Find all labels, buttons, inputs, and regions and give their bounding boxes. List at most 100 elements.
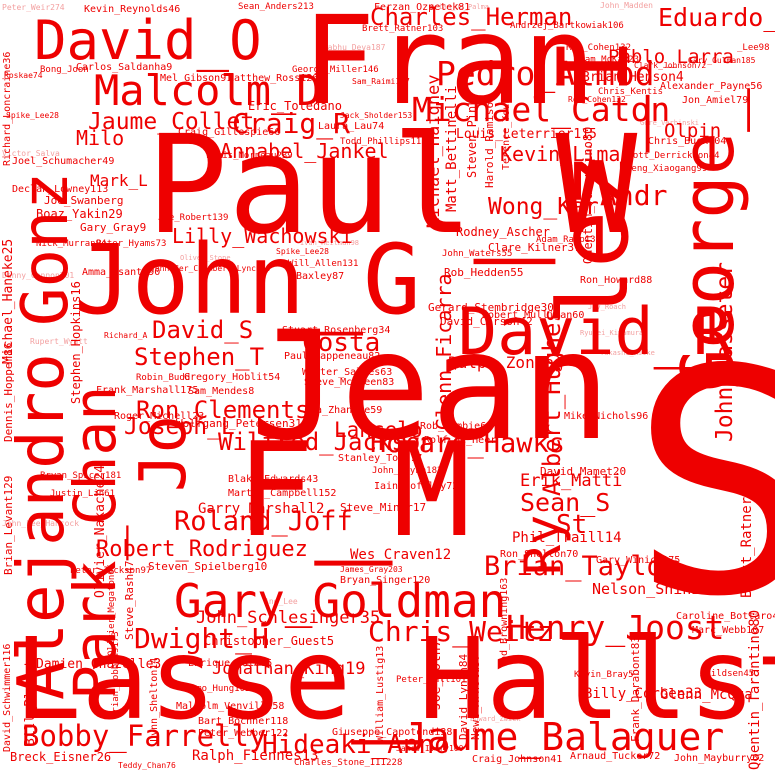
word: Chris_Kentis <box>598 87 664 97</box>
word: Brett_Ratner103 <box>362 24 444 34</box>
word: F_M <box>236 414 471 566</box>
word: Paul_W <box>146 107 638 265</box>
word: Ron_Howard88 <box>580 275 653 286</box>
word: John_Madden <box>600 1 653 10</box>
word: Jo <box>127 414 201 492</box>
word: Robin_Budd <box>136 373 191 383</box>
word: Damien_Chazelle3 <box>36 657 162 672</box>
word: David_Mamet20 <box>540 465 627 478</box>
word: Ang_Lee <box>264 597 298 606</box>
word: Joe_Robert139 <box>158 213 229 223</box>
word: Rupert_Wyatt <box>30 337 88 346</box>
word: Scott_Derrickson44 <box>622 151 720 161</box>
word: Roland_Joff <box>174 506 353 537</box>
word: Charles_Stone_III228 <box>294 758 403 768</box>
word: Todd_Phillips115 <box>340 137 427 147</box>
word: Victor_Salva <box>2 149 60 158</box>
word: Will_Allen131 <box>288 259 359 269</box>
word: Brian_Henson4 <box>582 70 684 85</box>
word: Annabel_Jankel <box>220 139 389 163</box>
word: Ron_Clements <box>136 396 310 424</box>
word: Tom_Gustafson50 <box>676 571 767 582</box>
word: Iain_Softley72 <box>374 481 459 492</box>
word: Declan_Lowney113 <box>12 184 109 195</box>
word: David_S <box>152 316 254 344</box>
word: Malcolm_D <box>94 66 322 115</box>
word: Jaume_Collet <box>88 109 255 135</box>
word: Louis_Morneau239 <box>206 151 293 161</box>
word: Fran <box>302 0 596 132</box>
word: Pedro_Almod <box>436 54 655 93</box>
word: Marc_Webb107 <box>692 625 765 636</box>
word: Laura_Lau74 <box>318 121 385 132</box>
word: Peter_Webber122 <box>198 728 289 739</box>
word: Rodney_Ascher <box>456 225 550 239</box>
word: Jack_Sholder153 <box>340 111 413 120</box>
word: Danny_Cannon201 <box>2 271 75 280</box>
word: Eric_Toledano <box>248 99 342 113</box>
word: Wong_Kar <box>488 194 599 220</box>
word: Eduardo_S <box>658 3 775 32</box>
word: Robert_Mulligan60 <box>482 310 585 321</box>
word: Steve_Miner17 <box>340 501 427 514</box>
word: Richard_A <box>104 331 148 340</box>
word: Henry_Joost <box>506 608 725 647</box>
word: Amma_Asante90 <box>82 267 161 278</box>
word: John_G <box>74 224 421 336</box>
word: Pablo_Larra <box>608 46 734 68</box>
word: Jay_Roach <box>588 303 626 311</box>
word: Glenn_McQua <box>660 687 753 703</box>
word: Olpin <box>664 120 722 142</box>
word: Peter_Hyams73 <box>96 239 167 249</box>
word: Giuseppe_Capotondi38 <box>332 727 453 738</box>
word: Ry <box>514 514 572 575</box>
word: Sam_Mendes8 <box>188 386 255 397</box>
word: Joel_Schumacher49 <box>12 156 115 167</box>
word: Edward_Zwick <box>470 715 521 723</box>
word: Lancelo <box>334 418 423 442</box>
word: David_R <box>458 295 732 370</box>
word: Roskae74 <box>4 71 43 80</box>
word: Craig_Gillespie66 <box>178 127 281 138</box>
word: Alexander_Payne56 <box>660 81 763 92</box>
word: Hideaki_Anno <box>262 730 450 760</box>
word: Caroline_Bottaro48 <box>676 611 775 622</box>
word: Rob_Zombie69 <box>420 421 493 432</box>
word: David_Carson42 <box>440 315 533 328</box>
word: Roger_Michell23 <box>114 411 205 422</box>
word: John_Flynn182 <box>372 466 443 476</box>
word: Craig_R <box>232 107 351 140</box>
word: Martin_Campbell152 <box>228 488 337 499</box>
word: St <box>556 510 588 540</box>
word: Louis_Leterrier115 <box>456 127 597 142</box>
word: Baxley87 <box>296 271 345 282</box>
word: John_Mayburry62 <box>674 753 765 764</box>
word: Stephen_T <box>134 343 265 371</box>
word: Steven_Spielberg10 <box>148 560 268 573</box>
word: Bart_Bochner118 <box>198 716 289 727</box>
word: Mel_Gibson91 <box>160 73 233 84</box>
word: Bryan_Singer120 <box>340 575 431 586</box>
word: Phil_Traill14 <box>512 530 622 546</box>
word: Carlos_Saldanha9 <box>76 62 173 73</box>
word: Jonathan_King19 <box>212 659 366 679</box>
word: Andrzej_Bartkowiak106 <box>510 21 624 31</box>
word: Christopher_Guest5 <box>204 634 335 648</box>
word: James_Gray203 <box>340 565 403 574</box>
word: S <box>630 304 775 665</box>
word: Wolfgang_Petersen31 <box>176 417 302 430</box>
word: Rob_Hedden55 <box>444 266 524 279</box>
word: Kevin_Reynolds46 <box>84 4 181 15</box>
word: Peter_Weir274 <box>2 3 65 12</box>
word: Nick_Murran94 <box>36 239 107 249</box>
word: Joe_Swanberg <box>44 194 124 207</box>
word: Joseph_L <box>124 414 235 440</box>
word: Ralph_Fiennes13 <box>192 748 319 764</box>
word: George_Miller146 <box>292 65 379 75</box>
word: Ralph_Zondag <box>448 353 564 372</box>
word: Andr <box>600 179 668 212</box>
word: Bobby_Farrelly <box>22 719 267 753</box>
word: David_O <box>34 9 262 72</box>
word: Paul_Rappeneau82 <box>284 351 381 362</box>
word: Avildsen45 <box>700 669 755 679</box>
